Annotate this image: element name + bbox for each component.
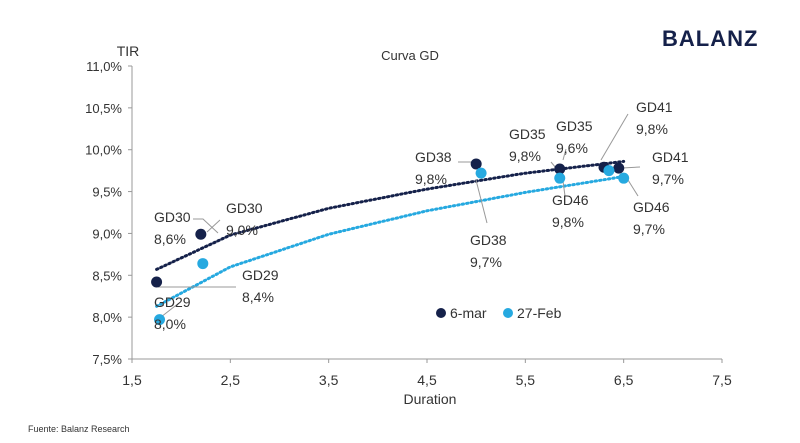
leader-line <box>627 179 639 197</box>
trendlines <box>155 159 626 308</box>
legend-label: 27-Feb <box>517 305 562 321</box>
trendline-6-mar <box>155 159 626 271</box>
leader-line <box>206 219 221 233</box>
y-tick-label: 9,5% <box>92 185 122 200</box>
data-label-value: 9,8% <box>552 214 584 230</box>
leader-line <box>475 179 488 224</box>
x-tick-label: 2,5 <box>221 372 241 388</box>
data-label-value: 9,0% <box>226 222 258 238</box>
x-tick-label: 3,5 <box>319 372 339 388</box>
data-label-value: 9,7% <box>633 221 665 237</box>
x-axis-title: Duration <box>404 391 457 407</box>
data-label-value: 8,0% <box>154 316 186 332</box>
data-point-6-mar <box>470 158 482 170</box>
x-tick-label: 5,5 <box>516 372 536 388</box>
data-point-6-mar <box>613 162 625 174</box>
legend-marker-6-mar <box>436 308 446 318</box>
axes: 7,5% 8,0% 8,5% 9,0% 9,5% 10,0% 10,5% 11,0% 1,5 2,… <box>85 43 732 407</box>
legend-label: 6-mar <box>450 305 487 321</box>
y-tick-label: 8,0% <box>92 310 122 325</box>
data-label-value: 9,8% <box>636 121 668 137</box>
data-label-name: GD29 <box>154 294 191 310</box>
data-label-value: 9,8% <box>415 171 447 187</box>
data-label-name: GD30 <box>226 200 263 216</box>
data-label-name: GD35 <box>556 118 593 134</box>
data-label-value: 9,6% <box>556 140 588 156</box>
x-tick-label: 1,5 <box>122 372 142 388</box>
leader-line <box>562 148 567 161</box>
source-note: Fuente: Balanz Research <box>28 424 130 434</box>
data-point-27-feb <box>618 172 630 184</box>
brand-logo: BALANZ <box>662 26 759 51</box>
data-point-6-mar <box>554 163 566 175</box>
label-leader-lines <box>158 113 641 318</box>
data-label-value: 8,6% <box>154 231 186 247</box>
data-points <box>151 158 630 326</box>
data-label-name: GD38 <box>470 232 507 248</box>
data-point-6-mar <box>195 228 207 240</box>
leader-line <box>621 166 641 169</box>
data-point-27-feb <box>154 314 166 326</box>
data-label-name: GD46 <box>633 199 670 215</box>
data-label-name: GD35 <box>509 126 546 142</box>
y-tick-label: 8,5% <box>92 268 122 283</box>
y-tick-label: 10,5% <box>85 101 122 116</box>
y-axis-title: TIR <box>117 43 140 59</box>
legend: 6-mar 27-Feb <box>436 305 562 321</box>
x-tick-label: 4,5 <box>417 372 437 388</box>
trendline-27-feb <box>155 175 626 308</box>
legend-marker-27-feb <box>503 308 513 318</box>
y-tick-label: 10,0% <box>85 143 122 158</box>
data-point-27-feb <box>197 258 209 270</box>
data-label-name: GD41 <box>652 149 689 165</box>
leader-line <box>193 218 219 234</box>
x-tick-label: 6,5 <box>614 372 634 388</box>
data-label-name: GD38 <box>415 149 452 165</box>
data-label-name: GD41 <box>636 99 673 115</box>
data-point-27-feb <box>603 165 615 177</box>
chart-title: Curva GD <box>381 48 439 63</box>
data-label-name: GD46 <box>552 192 589 208</box>
data-point-27-feb <box>475 167 487 179</box>
leader-line <box>160 302 180 318</box>
data-label-value: 8,4% <box>242 289 274 305</box>
data-label-value: 9,8% <box>509 148 541 164</box>
data-label-name: GD30 <box>154 209 191 225</box>
x-tick-label: 7,5 <box>712 372 732 388</box>
leader-line <box>600 113 629 161</box>
y-tick-label: 7,5% <box>92 352 122 367</box>
leader-line <box>562 180 566 197</box>
data-label-value: 9,7% <box>470 254 502 270</box>
y-tick-label: 11,0% <box>86 59 122 74</box>
data-labels: GD30 8,6% GD30 9,0% GD29 8,4% GD29 8,0% GD38 9,8%… <box>154 99 689 332</box>
data-label-name: GD29 <box>242 267 279 283</box>
data-point-6-mar <box>151 276 163 288</box>
data-point-27-feb <box>554 172 566 184</box>
y-tick-label: 9,0% <box>92 226 122 241</box>
data-label-value: 9,7% <box>652 171 684 187</box>
